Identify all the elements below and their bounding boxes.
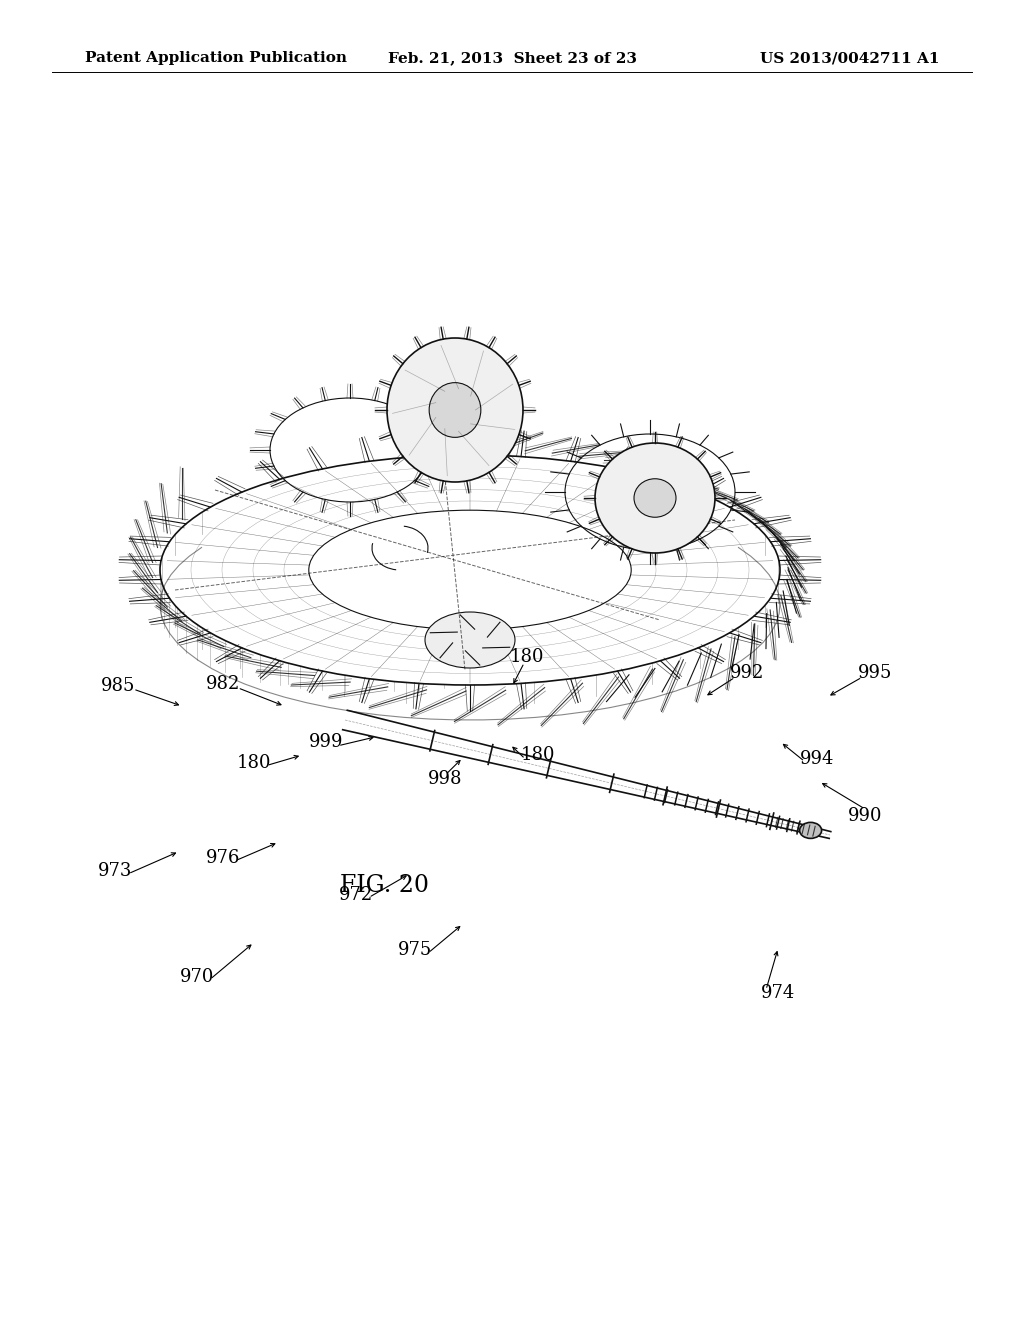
Ellipse shape — [634, 479, 676, 517]
Text: FIG. 20: FIG. 20 — [341, 874, 429, 896]
Text: 999: 999 — [308, 733, 343, 751]
Text: 972: 972 — [339, 886, 374, 904]
Text: 998: 998 — [428, 770, 463, 788]
Text: US 2013/0042711 A1: US 2013/0042711 A1 — [761, 51, 940, 65]
Text: 985: 985 — [100, 677, 135, 696]
Ellipse shape — [387, 338, 523, 482]
Ellipse shape — [425, 612, 515, 668]
Text: 973: 973 — [97, 862, 132, 880]
Ellipse shape — [429, 383, 481, 437]
Text: 180: 180 — [510, 648, 545, 667]
Text: 994: 994 — [800, 750, 835, 768]
Text: Feb. 21, 2013  Sheet 23 of 23: Feb. 21, 2013 Sheet 23 of 23 — [387, 51, 637, 65]
Text: 975: 975 — [397, 941, 432, 960]
Text: 180: 180 — [520, 746, 555, 764]
Text: 976: 976 — [206, 849, 241, 867]
Ellipse shape — [800, 822, 821, 838]
Text: 982: 982 — [206, 675, 241, 693]
Text: 995: 995 — [858, 664, 893, 682]
Text: 970: 970 — [179, 968, 214, 986]
Text: 974: 974 — [761, 983, 796, 1002]
Text: 990: 990 — [848, 807, 883, 825]
Text: 992: 992 — [730, 664, 765, 682]
Ellipse shape — [595, 444, 715, 553]
Text: 180: 180 — [237, 754, 271, 772]
Text: Patent Application Publication: Patent Application Publication — [85, 51, 347, 65]
